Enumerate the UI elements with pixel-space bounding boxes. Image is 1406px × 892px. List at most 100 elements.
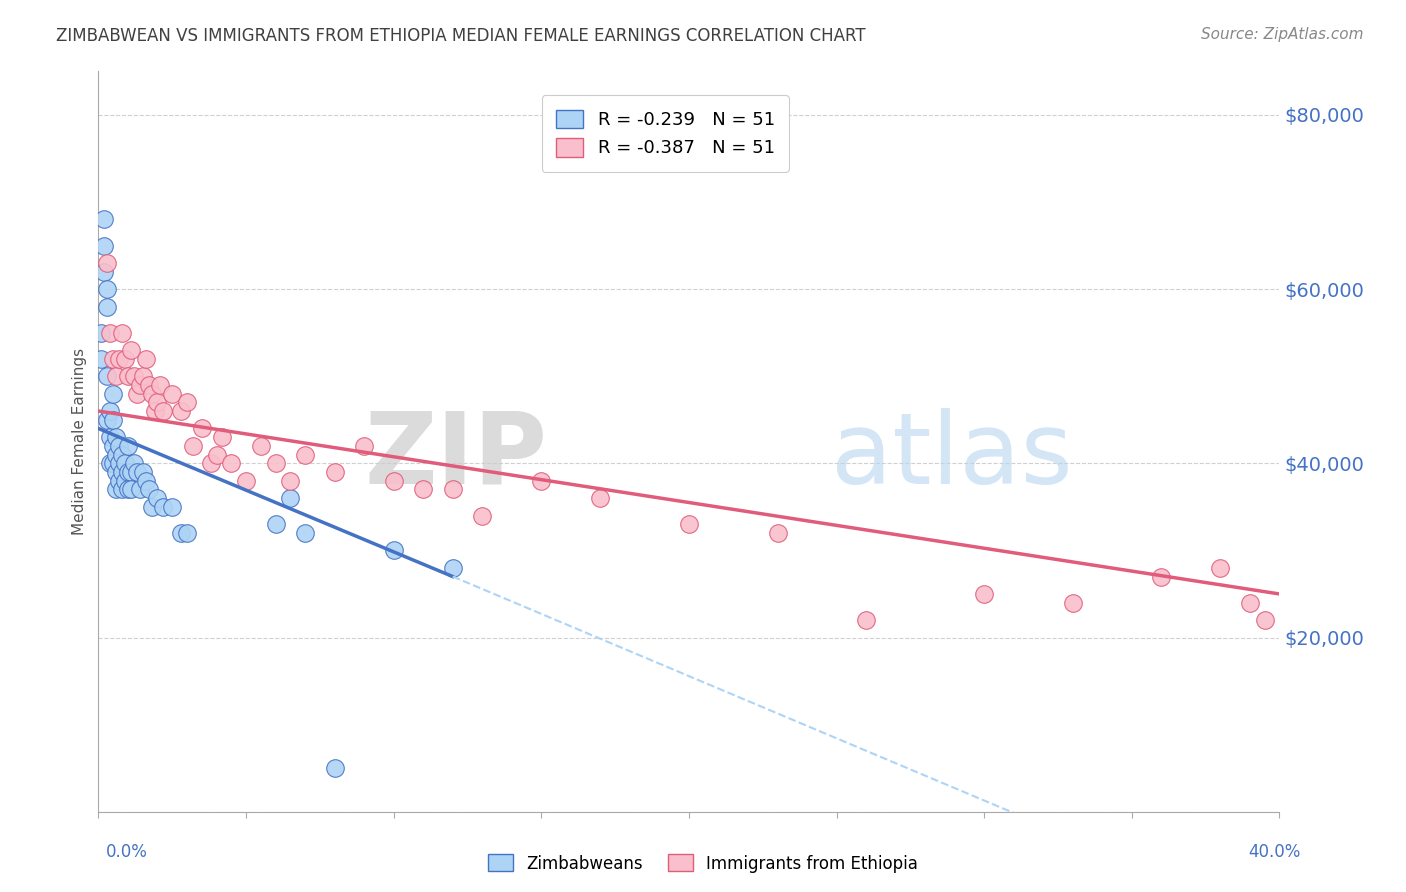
Point bbox=[176, 526, 198, 541]
Point bbox=[146, 491, 169, 505]
Point bbox=[93, 212, 115, 227]
Point bbox=[973, 587, 995, 601]
Point bbox=[132, 369, 155, 384]
Point bbox=[114, 474, 136, 488]
Point bbox=[766, 526, 789, 541]
Text: Source: ZipAtlas.com: Source: ZipAtlas.com bbox=[1201, 27, 1364, 42]
Point bbox=[264, 517, 287, 532]
Point bbox=[114, 456, 136, 470]
Point bbox=[120, 465, 142, 479]
Point bbox=[152, 404, 174, 418]
Point bbox=[114, 351, 136, 366]
Point bbox=[1062, 596, 1084, 610]
Point bbox=[93, 265, 115, 279]
Point bbox=[162, 500, 183, 514]
Point bbox=[128, 378, 150, 392]
Point bbox=[141, 386, 163, 401]
Point bbox=[117, 483, 139, 497]
Point bbox=[170, 526, 193, 541]
Point bbox=[205, 448, 228, 462]
Point bbox=[132, 465, 155, 479]
Legend: Zimbabweans, Immigrants from Ethiopia: Zimbabweans, Immigrants from Ethiopia bbox=[481, 847, 925, 880]
Point bbox=[90, 326, 112, 340]
Point bbox=[221, 456, 243, 470]
Point bbox=[855, 613, 877, 627]
Point bbox=[170, 404, 193, 418]
Point bbox=[1239, 596, 1261, 610]
Point bbox=[96, 282, 118, 296]
Point bbox=[111, 465, 134, 479]
Point bbox=[117, 439, 139, 453]
Point bbox=[235, 474, 257, 488]
Legend: R = -0.239   N = 51, R = -0.387   N = 51: R = -0.239 N = 51, R = -0.387 N = 51 bbox=[541, 95, 789, 172]
Point bbox=[111, 448, 134, 462]
Point bbox=[120, 343, 142, 357]
Point bbox=[103, 456, 125, 470]
Point bbox=[200, 456, 222, 470]
Point bbox=[382, 474, 405, 488]
Point bbox=[98, 326, 121, 340]
Point bbox=[111, 483, 134, 497]
Point bbox=[103, 386, 125, 401]
Point bbox=[149, 378, 172, 392]
Point bbox=[211, 430, 233, 444]
Point bbox=[128, 483, 150, 497]
Text: 40.0%: 40.0% bbox=[1249, 843, 1301, 861]
Point bbox=[122, 369, 145, 384]
Point bbox=[141, 500, 163, 514]
Text: atlas: atlas bbox=[831, 408, 1073, 505]
Text: ZIP: ZIP bbox=[364, 408, 547, 505]
Point bbox=[176, 395, 198, 409]
Point bbox=[103, 351, 125, 366]
Point bbox=[98, 430, 121, 444]
Point bbox=[125, 465, 148, 479]
Point bbox=[1150, 569, 1173, 583]
Point bbox=[96, 369, 118, 384]
Point bbox=[250, 439, 273, 453]
Point bbox=[105, 369, 128, 384]
Point bbox=[323, 761, 346, 775]
Point bbox=[353, 439, 375, 453]
Point bbox=[280, 474, 302, 488]
Point bbox=[146, 395, 169, 409]
Point bbox=[294, 448, 316, 462]
Point bbox=[1254, 613, 1277, 627]
Point bbox=[138, 483, 160, 497]
Point bbox=[1209, 561, 1232, 575]
Y-axis label: Median Female Earnings: Median Female Earnings bbox=[72, 348, 87, 535]
Point bbox=[111, 326, 134, 340]
Point bbox=[93, 238, 115, 252]
Point bbox=[125, 386, 148, 401]
Point bbox=[108, 351, 131, 366]
Point bbox=[162, 386, 183, 401]
Point bbox=[103, 439, 125, 453]
Point bbox=[382, 543, 405, 558]
Text: 0.0%: 0.0% bbox=[105, 843, 148, 861]
Point bbox=[98, 456, 121, 470]
Point bbox=[103, 413, 125, 427]
Point bbox=[323, 465, 346, 479]
Point bbox=[294, 526, 316, 541]
Point bbox=[135, 351, 157, 366]
Point bbox=[108, 474, 131, 488]
Point bbox=[108, 439, 131, 453]
Point bbox=[441, 483, 464, 497]
Point bbox=[120, 483, 142, 497]
Point bbox=[589, 491, 612, 505]
Point bbox=[412, 483, 434, 497]
Point bbox=[264, 456, 287, 470]
Text: ZIMBABWEAN VS IMMIGRANTS FROM ETHIOPIA MEDIAN FEMALE EARNINGS CORRELATION CHART: ZIMBABWEAN VS IMMIGRANTS FROM ETHIOPIA M… bbox=[56, 27, 866, 45]
Point bbox=[143, 404, 166, 418]
Point bbox=[105, 465, 128, 479]
Point bbox=[117, 369, 139, 384]
Point bbox=[181, 439, 204, 453]
Point bbox=[135, 474, 157, 488]
Point bbox=[108, 456, 131, 470]
Point bbox=[152, 500, 174, 514]
Point bbox=[280, 491, 302, 505]
Point bbox=[191, 421, 214, 435]
Point bbox=[138, 378, 160, 392]
Point bbox=[122, 456, 145, 470]
Point bbox=[96, 413, 118, 427]
Point bbox=[441, 561, 464, 575]
